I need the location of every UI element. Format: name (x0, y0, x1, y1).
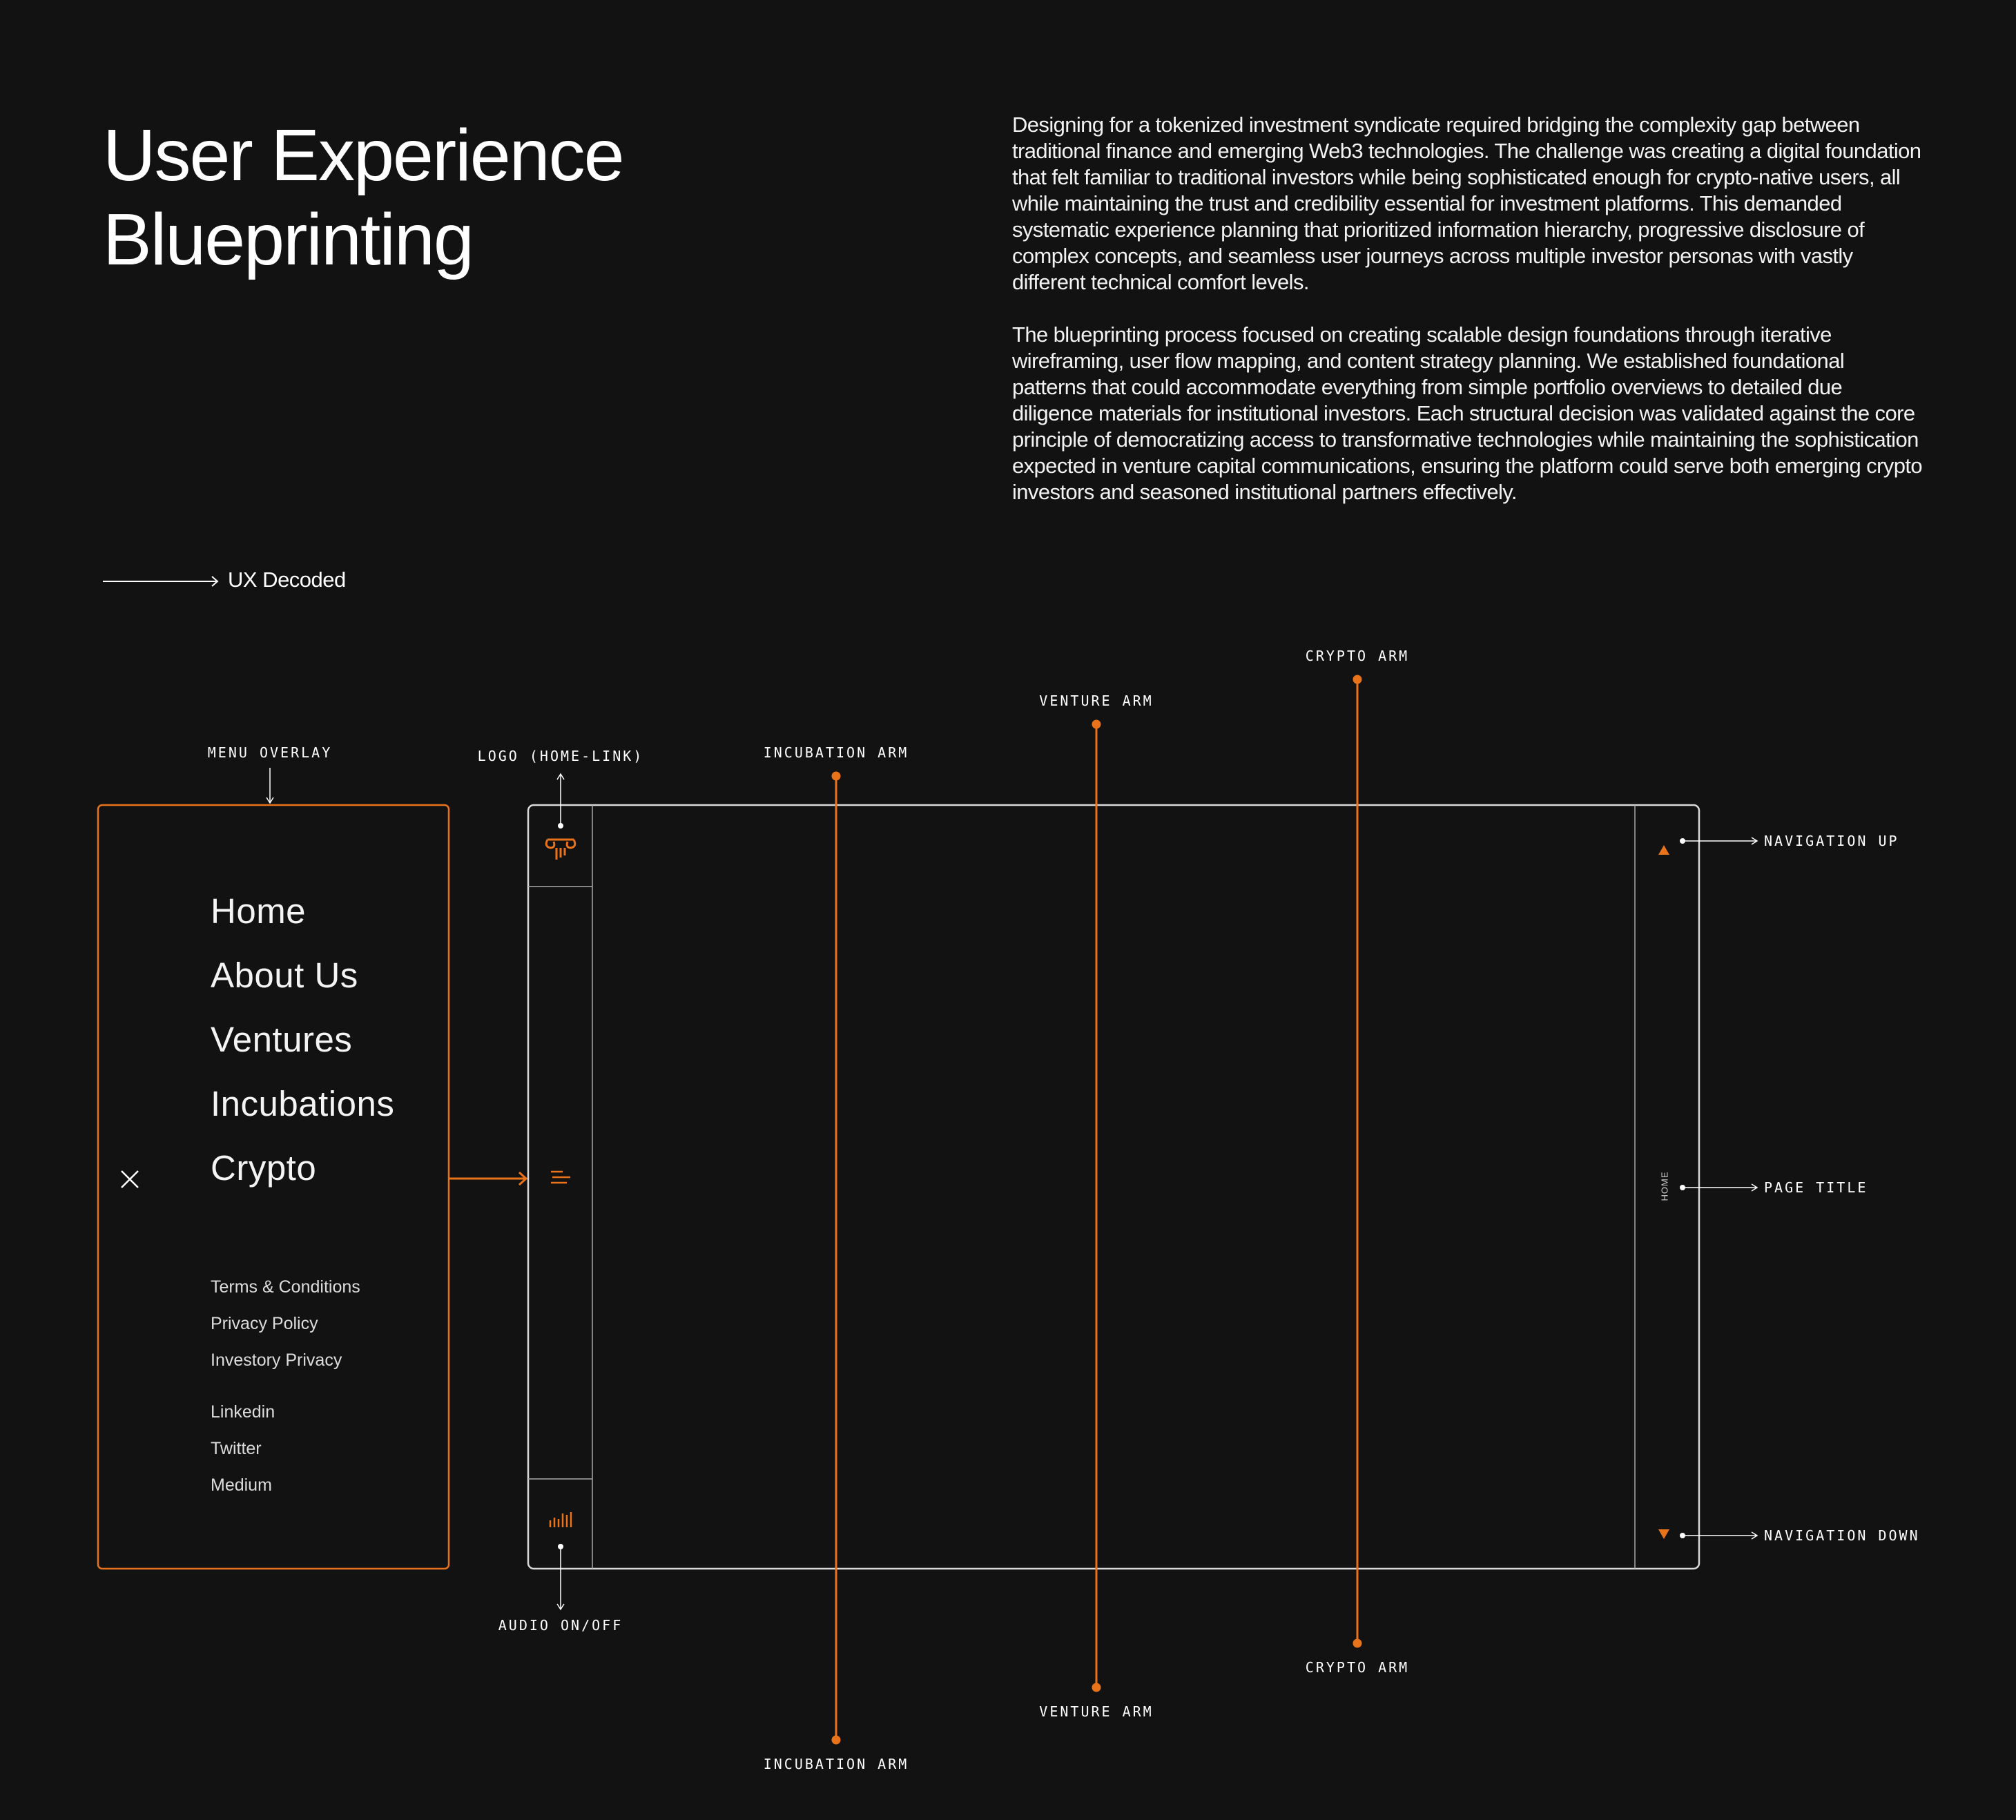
menu-link-twitter[interactable]: Twitter (211, 1439, 262, 1458)
navigation-down-button[interactable] (1651, 1523, 1676, 1548)
menu-link-investory-privacy[interactable]: Investory Privacy (211, 1351, 342, 1370)
label-venture-top: VENTURE ARM (1039, 693, 1154, 709)
label-crypto-bottom: CRYPTO ARM (1305, 1659, 1410, 1676)
label-navigation-up: NAVIGATION UP (1764, 833, 1899, 849)
label-incubation-top: INCUBATION ARM (763, 744, 909, 761)
triangle-down-icon (1658, 1529, 1669, 1539)
label-navigation-down: NAVIGATION DOWN (1764, 1527, 1920, 1544)
menu-link-privacy-policy[interactable]: Privacy Policy (211, 1314, 318, 1333)
menu-link-terms[interactable]: Terms & Conditions (211, 1277, 360, 1297)
menu-item-about-us[interactable]: About Us (211, 956, 358, 995)
intro-paragraph-1: Designing for a tokenized investment syn… (1012, 113, 1921, 294)
title-line-2: Blueprinting (103, 199, 474, 280)
menu-toggle-button[interactable] (544, 1164, 577, 1193)
label-audio: AUDIO ON/OFF (498, 1617, 623, 1634)
menu-item-home[interactable]: Home (211, 891, 307, 931)
triangle-up-icon (1658, 845, 1669, 855)
menu-link-medium[interactable]: Medium (211, 1475, 272, 1495)
label-page-title: PAGE TITLE (1764, 1179, 1868, 1196)
ux-decoded-link[interactable]: UX Decoded (228, 568, 346, 592)
menu-link-linkedin[interactable]: Linkedin (211, 1402, 275, 1422)
wireframe-page-title: HOME (1659, 1171, 1670, 1201)
column-capital-icon (545, 838, 576, 860)
menu-overlay-frame (97, 804, 450, 1570)
wireframe-frame (527, 804, 1700, 1570)
label-venture-bottom: VENTURE ARM (1039, 1703, 1154, 1720)
close-icon[interactable] (119, 1168, 141, 1190)
navigation-up-button[interactable] (1651, 835, 1676, 860)
label-crypto-top: CRYPTO ARM (1305, 648, 1410, 664)
label-logo: LOGO (HOME-LINK) (477, 748, 644, 764)
label-incubation-bottom: INCUBATION ARM (763, 1756, 909, 1772)
logo-home-link[interactable] (542, 829, 579, 867)
arrow-right-icon (103, 576, 219, 587)
intro-paragraph-2: The blueprinting process focused on crea… (1012, 322, 1923, 504)
menu-item-incubations[interactable]: Incubations (211, 1084, 395, 1123)
menu-item-crypto[interactable]: Crypto (211, 1148, 317, 1188)
audio-bars-icon (549, 1512, 572, 1527)
menu-item-ventures[interactable]: Ventures (211, 1020, 353, 1059)
page-title: User Experience Blueprinting (103, 113, 862, 282)
intro-text: Designing for a tokenized investment syn… (1012, 112, 1923, 532)
label-menu-overlay: MENU OVERLAY (207, 744, 333, 761)
title-line-1: User Experience (103, 115, 625, 196)
audio-toggle-button[interactable] (544, 1505, 577, 1533)
hamburger-menu-icon (551, 1170, 570, 1184)
